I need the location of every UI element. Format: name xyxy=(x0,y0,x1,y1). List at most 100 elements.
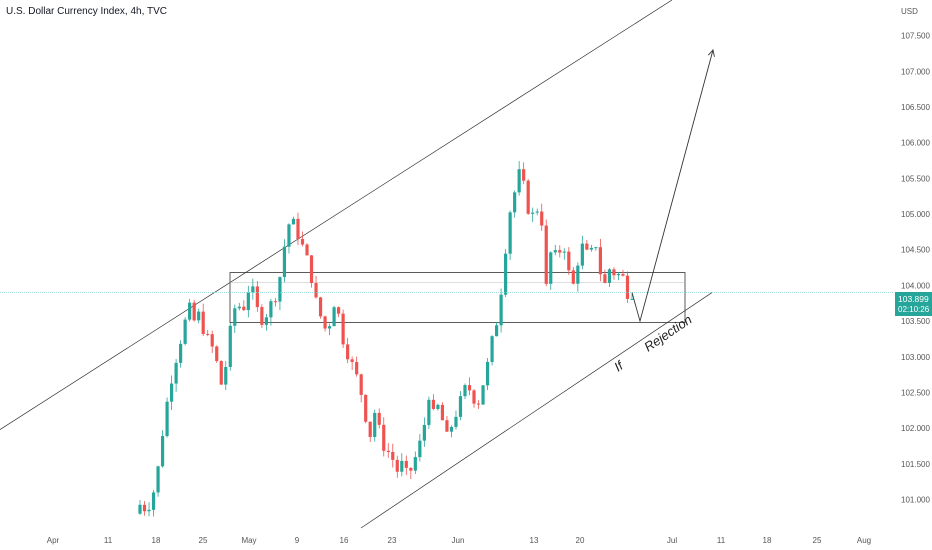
candle-body xyxy=(454,416,458,427)
candle-body xyxy=(531,212,535,214)
candle-body xyxy=(535,211,539,213)
candle-body xyxy=(201,311,205,334)
candle-body xyxy=(337,307,341,314)
candle-body xyxy=(314,283,318,298)
x-tick-label: 11 xyxy=(717,536,726,545)
x-tick-label: 20 xyxy=(576,536,585,545)
candle-body xyxy=(350,359,354,362)
candle-body xyxy=(504,253,508,295)
candle-body xyxy=(138,504,142,514)
y-tick-label: 107.000 xyxy=(901,67,930,76)
x-tick-label: 25 xyxy=(813,536,822,545)
candle-body xyxy=(192,302,196,321)
candle-body xyxy=(494,325,499,337)
candle-body xyxy=(323,316,327,329)
candle-body xyxy=(327,326,332,329)
candle-body xyxy=(553,250,557,253)
candle-body xyxy=(237,306,241,309)
candle-body xyxy=(540,211,544,226)
y-tick-label: 106.000 xyxy=(901,139,930,148)
candle-body xyxy=(188,302,192,320)
candle-body xyxy=(160,436,165,467)
candles-layer xyxy=(138,161,634,517)
candle-body xyxy=(576,265,580,284)
time-axis[interactable]: Apr 11 18 25 May 9 16 23 Jun 13 20 Jul 11 18 25 Aug xyxy=(47,536,871,545)
candle-body xyxy=(228,325,232,367)
candle-body xyxy=(373,412,377,437)
y-tick-label: 102.000 xyxy=(901,424,930,433)
candle-body xyxy=(183,319,187,344)
candle-body xyxy=(490,336,494,362)
x-tick-label: 18 xyxy=(763,536,772,545)
candle-body xyxy=(142,504,147,512)
x-tick-label: 23 xyxy=(388,536,397,545)
price-axis[interactable]: USD 101.000 101.500 102.000 102.500 103.000 1… xyxy=(901,7,930,504)
y-tick-label: 107.500 xyxy=(901,32,930,41)
overlay-layer xyxy=(0,48,893,323)
candle-body xyxy=(526,180,530,214)
candle-body xyxy=(278,277,282,302)
x-tick-label: 13 xyxy=(530,536,539,545)
x-tick-label: Jul xyxy=(667,536,677,545)
candle-body xyxy=(174,362,178,384)
candle-body xyxy=(472,390,476,404)
candle-body xyxy=(368,421,372,437)
candle-body xyxy=(282,246,287,278)
candle-body xyxy=(255,286,259,308)
candle-body xyxy=(165,401,169,437)
candle-body xyxy=(603,274,607,283)
candle-body xyxy=(246,292,250,311)
candle-body xyxy=(558,250,562,253)
candle-body xyxy=(291,218,296,225)
drawing-layer xyxy=(0,0,713,529)
candle-body xyxy=(517,169,521,193)
candle-body xyxy=(219,361,223,385)
y-tick-label: 101.000 xyxy=(901,495,930,504)
candle-body xyxy=(549,252,553,284)
candle-body xyxy=(580,243,584,266)
candle-body xyxy=(544,225,548,284)
candle-body xyxy=(147,509,151,512)
candle-body xyxy=(612,269,616,276)
candle-body xyxy=(251,286,255,293)
last-price-tag-bg xyxy=(895,292,932,316)
candle-body xyxy=(395,459,399,472)
candle-body xyxy=(513,192,517,213)
candle-body xyxy=(571,270,575,284)
range-box xyxy=(229,272,686,323)
candle-body xyxy=(169,383,174,402)
candle-body xyxy=(269,301,273,318)
countdown-label: 02:10:26 xyxy=(898,305,930,314)
candle-body xyxy=(598,247,603,275)
candle-body xyxy=(179,343,183,363)
x-tick-label: May xyxy=(241,536,256,545)
candle-body xyxy=(233,308,237,326)
candle-body xyxy=(418,440,422,458)
annotation-rejection: Rejection xyxy=(641,312,694,355)
candle-body xyxy=(318,297,323,317)
candle-body xyxy=(440,404,445,421)
candle-body xyxy=(156,466,160,493)
candle-body xyxy=(422,424,426,441)
candle-body xyxy=(508,212,512,254)
y-tick-label: 105.500 xyxy=(901,174,930,183)
y-tick-label: 101.500 xyxy=(901,460,930,469)
candle-body xyxy=(377,412,381,425)
y-tick-label: 103.500 xyxy=(901,317,930,326)
candle-body xyxy=(242,306,246,311)
candle-body xyxy=(215,346,219,362)
upper-channel-line xyxy=(0,0,673,430)
candle-body xyxy=(382,424,386,451)
candle-body xyxy=(625,275,630,299)
candle-body xyxy=(567,251,571,271)
candle-body xyxy=(621,274,625,276)
y-tick-label: 105.000 xyxy=(901,210,930,219)
candle-body xyxy=(386,450,390,452)
y-tick-label: 102.500 xyxy=(901,388,930,397)
candle-body xyxy=(413,457,417,471)
x-tick-label: Aug xyxy=(857,536,871,545)
price-tag: 103.899 02:10:26 xyxy=(895,292,932,316)
x-tick-label: 16 xyxy=(340,536,349,545)
candle-body xyxy=(287,224,291,247)
